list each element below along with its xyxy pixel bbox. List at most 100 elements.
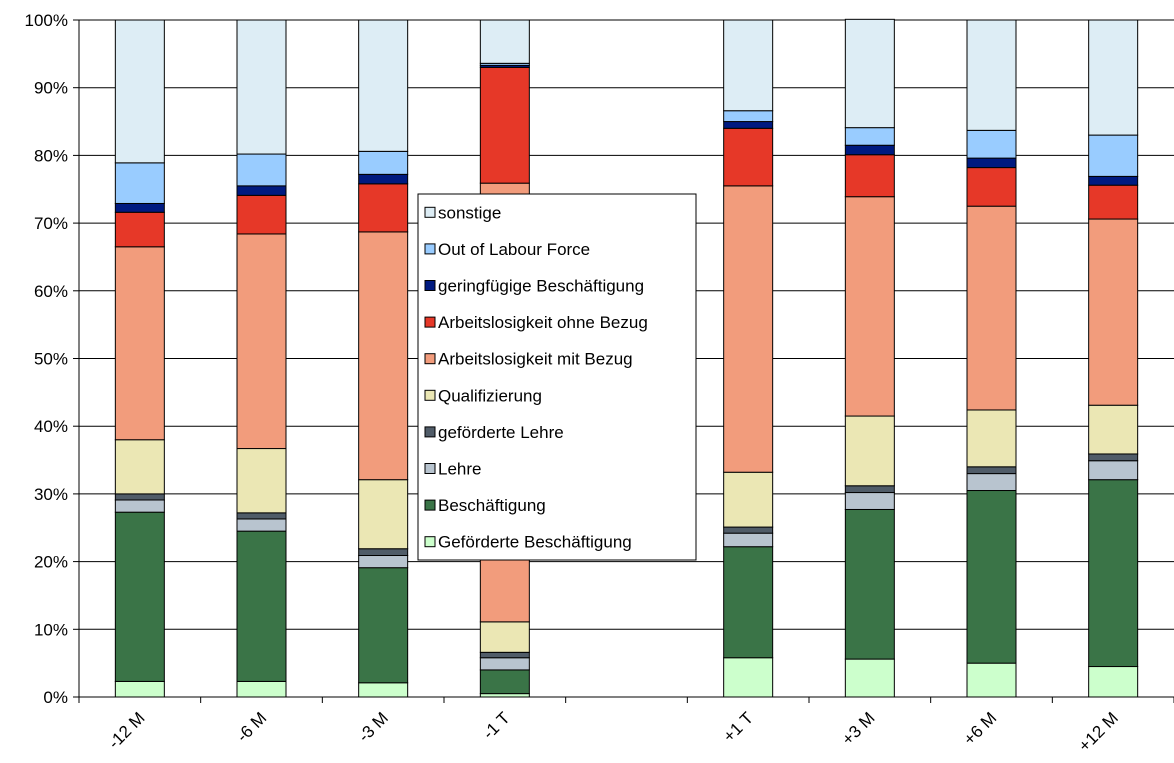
x-tick-label: -12 M (104, 708, 148, 752)
bar-segment (114, 162, 165, 204)
x-tick-label: -6 M (233, 708, 270, 745)
x-tick-label: +12 M (1075, 708, 1122, 755)
bar-segment (844, 658, 895, 698)
bar-segment (1088, 460, 1139, 481)
bar-segment (114, 202, 165, 213)
bar-segment (723, 19, 774, 112)
legend-label: Qualifizierung (438, 386, 542, 405)
bar-segment (236, 680, 287, 698)
bar-segment (723, 110, 774, 123)
bar-segment (358, 555, 409, 569)
x-tick-label: -3 M (355, 708, 392, 745)
x-tick-label: +3 M (838, 708, 879, 749)
y-tick-label: 20% (34, 553, 68, 572)
legend-swatch (424, 463, 436, 474)
bar-segment (966, 466, 1017, 475)
bar-segment (358, 231, 409, 481)
bar-segment (358, 479, 409, 550)
bar-segment (966, 129, 1017, 159)
legend-swatch (424, 280, 436, 291)
bar-segment (966, 409, 1017, 468)
bar-segment (236, 512, 287, 520)
bar-segment (844, 196, 895, 417)
bar-segment (114, 19, 165, 164)
legend-swatch (424, 536, 436, 548)
bar-segment (479, 19, 530, 64)
y-tick-label: 100% (25, 11, 68, 30)
bar-segment (1088, 479, 1139, 668)
bar-segment (236, 518, 287, 532)
legend-label: Arbeitslosigkeit mit Bezug (438, 350, 633, 369)
bar-segment (1088, 184, 1139, 220)
y-tick-label: 40% (34, 417, 68, 436)
bar-segment (114, 511, 165, 682)
x-tick-label: +1 T (719, 708, 757, 746)
bar-segment (723, 471, 774, 528)
legend-label: Beschäftigung (438, 496, 546, 515)
bar-segment (1088, 19, 1139, 136)
bar-segment (236, 448, 287, 514)
bar-segment (844, 492, 895, 510)
y-tick-label: 70% (34, 214, 68, 233)
bar-segment (114, 493, 165, 501)
bar-segment (844, 18, 895, 129)
y-tick-label: 90% (34, 79, 68, 98)
bar-segment (479, 621, 530, 653)
bar-segment (479, 651, 530, 659)
bar-segment (723, 657, 774, 698)
bar-segment (358, 19, 409, 152)
bar-segment (1088, 404, 1139, 455)
bar-segment (114, 439, 165, 495)
bar-segment (358, 548, 409, 557)
bar-segment (966, 490, 1017, 664)
bar-segment (966, 205, 1017, 411)
bar-layer (114, 18, 1139, 698)
legend-swatch (424, 316, 436, 328)
bar-segment (358, 567, 409, 684)
y-tick-label: 0% (43, 688, 68, 707)
bar-segment (236, 185, 287, 196)
bar-segment (1088, 175, 1139, 186)
y-tick-label: 60% (34, 282, 68, 301)
bar-segment (358, 682, 409, 698)
bar-segment (723, 127, 774, 187)
bar-segment (966, 157, 1017, 169)
bar-segment (723, 532, 774, 548)
bar-segment (479, 66, 530, 184)
legend-swatch (424, 353, 436, 365)
bar-segment (844, 154, 895, 198)
bar-segment (723, 526, 774, 534)
bar-segment (966, 473, 1017, 492)
bar-segment (236, 19, 287, 155)
legend-label: Geförderte Beschäftigung (438, 533, 632, 552)
bar-segment (1088, 134, 1139, 177)
x-tick-label: -1 T (479, 708, 514, 743)
bar-segment (479, 669, 530, 695)
y-tick-label: 80% (34, 146, 68, 165)
legend-swatch (424, 206, 436, 218)
bar-segment (1088, 453, 1139, 462)
y-tick-label: 50% (34, 350, 68, 369)
legend-label: Lehre (438, 460, 481, 479)
bar-segment (114, 499, 165, 513)
bar-segment (844, 127, 895, 146)
bar-segment (844, 415, 895, 487)
bar-segment (114, 211, 165, 248)
bar-segment (479, 657, 530, 671)
bar-segment (844, 144, 895, 156)
bar-segment (236, 153, 287, 187)
bar-segment (114, 680, 165, 698)
bar-segment (844, 485, 895, 494)
legend-label: geringfügige Beschäftigung (438, 277, 644, 296)
y-tick-label: 30% (34, 485, 68, 504)
bar-segment (479, 693, 530, 698)
x-tick-label: +6 M (960, 708, 1001, 749)
legend-box (417, 193, 697, 561)
legend-label: Arbeitslosigkeit ohne Bezug (438, 313, 648, 332)
bar-segment (1088, 218, 1139, 406)
legend-label: geförderte Lehre (438, 423, 564, 442)
bar-segment (844, 508, 895, 660)
bar-segment (236, 194, 287, 235)
bar-segment (966, 167, 1017, 207)
